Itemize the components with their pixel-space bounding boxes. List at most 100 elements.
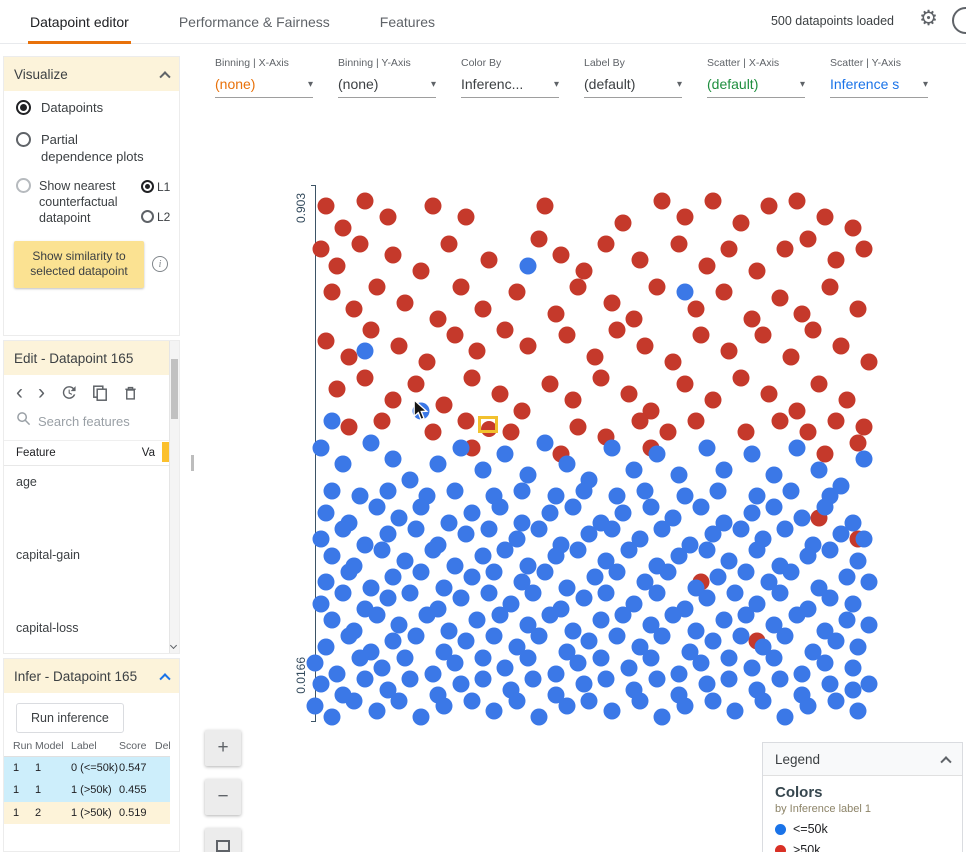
datapoint[interactable] (575, 589, 593, 607)
datapoint[interactable] (328, 665, 346, 683)
datapoint[interactable] (323, 547, 341, 565)
datapoint[interactable] (340, 563, 358, 581)
scatter-plot[interactable] (306, 185, 878, 726)
datapoint[interactable] (692, 326, 710, 344)
datapoint[interactable] (323, 412, 341, 430)
control-dropdown[interactable]: (default) ▾ (707, 74, 805, 98)
datapoint[interactable] (832, 525, 850, 543)
datapoint[interactable] (608, 627, 626, 645)
control-dropdown[interactable]: Inferenc... ▾ (461, 74, 559, 98)
datapoint[interactable] (541, 504, 559, 522)
datapoint[interactable] (608, 563, 626, 581)
datapoint[interactable] (592, 611, 610, 629)
datapoint[interactable] (519, 257, 537, 275)
datapoint[interactable] (821, 589, 839, 607)
datapoint[interactable] (743, 659, 761, 677)
datapoint[interactable] (799, 697, 817, 715)
datapoint[interactable] (569, 418, 587, 436)
datapoint[interactable] (653, 627, 671, 645)
zoom-in-button[interactable]: + (205, 730, 241, 766)
datapoint[interactable] (317, 197, 335, 215)
datapoint[interactable] (558, 697, 576, 715)
datapoint[interactable] (838, 391, 856, 409)
datapoint[interactable] (323, 482, 341, 500)
datapoint[interactable] (340, 418, 358, 436)
legend-header[interactable]: Legend (763, 743, 962, 776)
datapoint[interactable] (552, 246, 570, 264)
datapoint[interactable] (844, 514, 862, 532)
datapoint[interactable] (412, 708, 430, 726)
datapoint[interactable] (429, 310, 447, 328)
datapoint[interactable] (575, 262, 593, 280)
info-icon[interactable]: i (152, 256, 168, 273)
datapoint[interactable] (648, 278, 666, 296)
datapoint[interactable] (636, 337, 654, 355)
datapoint[interactable] (816, 498, 834, 516)
settings-gear-icon[interactable]: ⚙ (919, 7, 938, 30)
datapoint[interactable] (597, 670, 615, 688)
datapoint[interactable] (312, 595, 330, 613)
datapoint[interactable] (849, 638, 867, 656)
datapoint[interactable] (844, 595, 862, 613)
datapoint[interactable] (530, 627, 548, 645)
datapoint[interactable] (614, 504, 632, 522)
datapoint[interactable] (793, 509, 811, 527)
datapoint[interactable] (855, 450, 873, 468)
datapoint[interactable] (676, 375, 694, 393)
datapoint[interactable] (564, 391, 582, 409)
datapoint[interactable] (715, 283, 733, 301)
datapoint[interactable] (670, 547, 688, 565)
datapoint[interactable] (592, 649, 610, 667)
datapoint[interactable] (468, 611, 486, 629)
datapoint[interactable] (631, 412, 649, 430)
datapoint[interactable] (424, 665, 442, 683)
edit-panel-header[interactable]: Edit - Datapoint 165 (4, 341, 169, 375)
datapoint[interactable] (748, 487, 766, 505)
datapoint[interactable] (452, 589, 470, 607)
datapoint[interactable] (530, 230, 548, 248)
datapoint[interactable] (580, 632, 598, 650)
control-dropdown[interactable]: (none) ▾ (215, 74, 313, 98)
datapoint[interactable] (771, 289, 789, 307)
datapoint[interactable] (407, 375, 425, 393)
datapoint[interactable] (312, 240, 330, 258)
datapoint[interactable] (373, 659, 391, 677)
datapoint[interactable] (681, 536, 699, 554)
datapoint[interactable] (603, 439, 621, 457)
legend-collapse-chevron-icon[interactable] (940, 756, 952, 768)
datapoint[interactable] (648, 584, 666, 602)
datapoint[interactable] (760, 197, 778, 215)
datapoint[interactable] (569, 654, 587, 672)
datapoint[interactable] (412, 563, 430, 581)
datapoint[interactable] (390, 692, 408, 710)
datapoint[interactable] (547, 665, 565, 683)
datapoint[interactable] (592, 369, 610, 387)
datapoint[interactable] (334, 584, 352, 602)
l1-radio[interactable] (141, 180, 154, 194)
revert-history-icon[interactable] (60, 384, 77, 401)
datapoint[interactable] (513, 482, 531, 500)
datapoint[interactable] (860, 616, 878, 634)
search-features-input[interactable] (38, 413, 146, 429)
datapoint[interactable] (323, 283, 341, 301)
datapoint[interactable] (379, 482, 397, 500)
datapoint[interactable] (631, 530, 649, 548)
datapoint[interactable] (429, 455, 447, 473)
datapoint[interactable] (704, 192, 722, 210)
l2-radio[interactable] (141, 210, 154, 224)
datapoint[interactable] (608, 487, 626, 505)
datapoint[interactable] (838, 568, 856, 586)
feature-row[interactable]: capital-gain (16, 548, 80, 562)
datapoint[interactable] (664, 606, 682, 624)
radio-row-datapoints[interactable]: Datapoints (4, 91, 179, 123)
datapoint[interactable] (737, 563, 755, 581)
infer-panel-header[interactable]: Infer - Datapoint 165 (4, 659, 179, 693)
datapoint[interactable] (732, 520, 750, 538)
datapoint[interactable] (793, 665, 811, 683)
datapoint[interactable] (312, 530, 330, 548)
datapoint[interactable] (810, 461, 828, 479)
datapoint[interactable] (569, 278, 587, 296)
datapoint[interactable] (849, 300, 867, 317)
datapoint[interactable] (558, 579, 576, 597)
datapoint[interactable] (827, 632, 845, 650)
